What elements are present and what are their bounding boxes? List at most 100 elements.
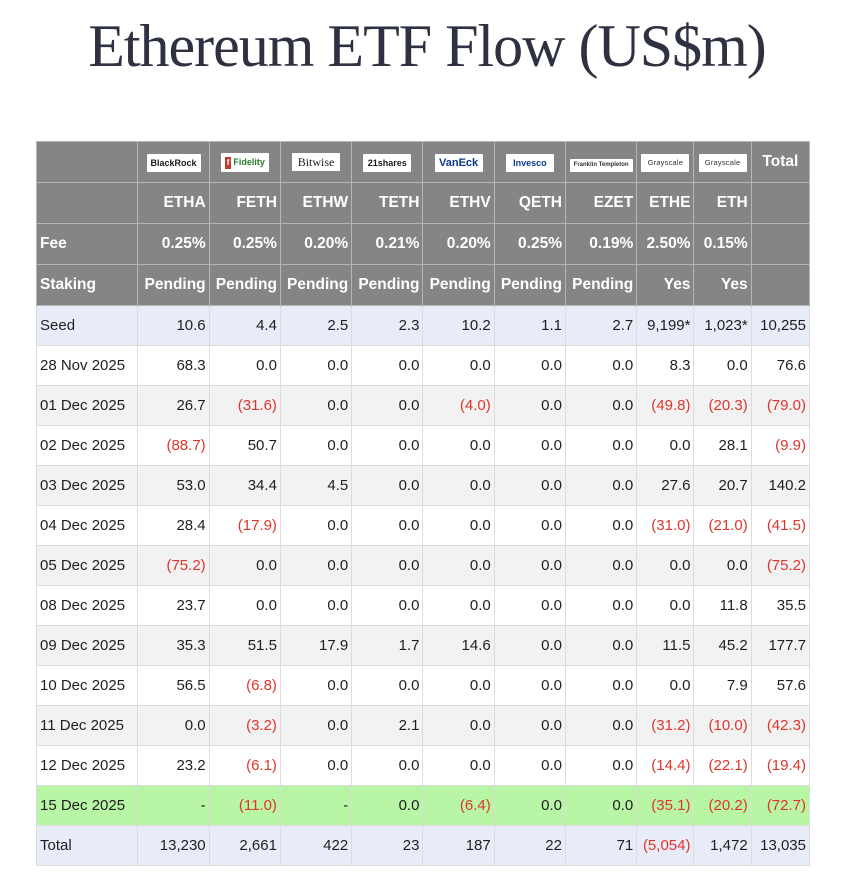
flow-value-cell: (20.2) <box>693 785 752 826</box>
flow-value-cell: (75.2) <box>137 545 210 586</box>
staking-cell: Yes <box>636 264 695 306</box>
row-label: 08 Dec 2025 <box>35 585 139 626</box>
flow-value-cell: 0.0 <box>493 785 566 826</box>
page-title: Ethereum ETF Flow (US$m) <box>88 13 767 79</box>
row-label: 12 Dec 2025 <box>35 745 139 786</box>
flow-value-cell: 0.0 <box>422 505 495 546</box>
flow-value-cell: 10.2 <box>422 305 495 346</box>
flow-value-cell: (31.6) <box>208 385 281 426</box>
flow-value-cell: 0.0 <box>422 345 495 386</box>
flow-row: 15 Dec 2025- (11.0) -0.0 (6.4) 0.0 0.0 (35.1)(… <box>35 785 811 826</box>
grayscale-logo: Grayscale <box>698 154 747 172</box>
row-total-cell: (79.0) <box>750 385 811 426</box>
flow-value-cell: 0.0 <box>564 345 638 386</box>
flow-value-cell: 0.0 <box>351 745 424 786</box>
flow-value-cell: 0.0 <box>493 745 566 786</box>
row-label: 05 Dec 2025 <box>35 545 139 586</box>
row-label: 28 Nov 2025 <box>35 345 139 386</box>
row-label: 15 Dec 2025 <box>35 785 139 826</box>
fee-cell: 0.25% <box>493 223 566 265</box>
row-label: 02 Dec 2025 <box>35 425 139 466</box>
fee-row-label: Fee <box>35 223 139 265</box>
flow-value-cell: 0.0 <box>208 545 281 586</box>
flow-value-cell: (6.8) <box>208 665 281 706</box>
flow-value-cell: 0.0 <box>493 705 566 746</box>
flow-value-cell: 2.5 <box>279 305 353 346</box>
flow-value-cell: 56.5 <box>137 665 210 706</box>
21shares-logo: 21shares <box>363 153 412 172</box>
flow-row: 11 Dec 2025 0.0 (3.2) 0.0 2.1 0.0 0.0 0.0 (31.2)… <box>35 705 811 746</box>
flow-value-cell: 8.3 <box>636 345 695 386</box>
row-label: 09 Dec 2025 <box>35 625 139 666</box>
flow-value-cell: (11.0) <box>208 785 281 826</box>
row-label: 04 Dec 2025 <box>35 505 139 546</box>
flow-value-cell: 53.0 <box>137 465 210 506</box>
flow-row: 03 Dec 2025 53.0 34.4 4.5 0.0 0.0 0.0 0.0 27.6 20… <box>35 465 811 506</box>
flow-value-cell: 0.0 <box>493 505 566 546</box>
flow-value-cell: - <box>137 785 210 826</box>
row-total-cell: (72.7) <box>750 785 811 826</box>
issuer-logo-cell: Franklin Templeton <box>564 141 638 183</box>
row-label: 03 Dec 2025 <box>35 465 139 506</box>
fee-cell: 0.19% <box>564 223 638 265</box>
flow-value-cell: 51.5 <box>208 625 281 666</box>
flow-value-cell: (14.4) <box>636 745 695 786</box>
fee-row: Fee 0.25% 0.25% 0.20% 0.21% 0.20% 0.25% … <box>35 223 811 265</box>
flow-value-cell: (6.1) <box>208 745 281 786</box>
flow-value-cell: 17.9 <box>279 625 353 666</box>
flow-value-cell: 0.0 <box>279 745 353 786</box>
flow-value-cell: 0.0 <box>564 665 638 706</box>
flow-value-cell: 0.0 <box>564 505 638 546</box>
flow-value-cell: 2.3 <box>351 305 424 346</box>
flow-value-cell: - <box>279 785 353 826</box>
row-total-cell: 57.6 <box>750 665 811 706</box>
flow-value-cell: 0.0 <box>493 345 566 386</box>
etf-flow-table: BlackRock f Fidelity Bitwise 21shares Van… <box>35 141 811 866</box>
issuer-logo-cell: Grayscale <box>636 141 695 183</box>
flow-value-cell: 0.0 <box>279 505 353 546</box>
flow-value-cell: 35.3 <box>137 625 210 666</box>
flow-value-cell: 34.4 <box>208 465 281 506</box>
flow-value-cell: 0.0 <box>279 705 353 746</box>
row-total-cell: 10,255 <box>750 305 811 346</box>
flow-value-cell: 0.0 <box>422 665 495 706</box>
flow-value-cell: (31.0) <box>636 505 695 546</box>
flow-value-cell: 2,661 <box>208 825 281 866</box>
flow-value-cell: (6.4) <box>422 785 495 826</box>
issuer-logo-row: BlackRock f Fidelity Bitwise 21shares Van… <box>35 141 811 183</box>
flow-value-cell: 0.0 <box>636 545 695 586</box>
flow-row: 09 Dec 2025 35.3 51.5 17.9 1.7 14.6 0.0 0.0 11.5… <box>35 625 811 666</box>
flow-value-cell: 45.2 <box>693 625 752 666</box>
flow-value-cell: 1,023* <box>693 305 752 346</box>
flow-value-cell: 0.0 <box>493 625 566 666</box>
ticker-row: ETHA FETH ETHW TETH ETHV QETH EZET ETHE … <box>35 182 811 224</box>
ticker-cell: ETHV <box>422 182 495 224</box>
row-total-cell: (9.9) <box>750 425 811 466</box>
row-label: 11 Dec 2025 <box>35 705 139 746</box>
blackrock-logo: BlackRock <box>146 153 201 172</box>
flow-value-cell: 28.1 <box>693 425 752 466</box>
staking-cell: Pending <box>279 264 353 306</box>
flow-value-cell: (49.8) <box>636 385 695 426</box>
ticker-cell: ETHE <box>636 182 695 224</box>
ticker-cell: FETH <box>208 182 281 224</box>
row-total-cell: 35.5 <box>750 585 811 626</box>
flow-value-cell: 13,230 <box>137 825 210 866</box>
flow-value-cell: 0.0 <box>279 345 353 386</box>
row-total-cell: (42.3) <box>750 705 811 746</box>
flow-value-cell: 0.0 <box>351 385 424 426</box>
ticker-cell: ETH <box>693 182 752 224</box>
flow-value-cell: 0.0 <box>422 705 495 746</box>
row-label: Total <box>35 825 139 866</box>
row-total-cell: (41.5) <box>750 505 811 546</box>
flow-row: 05 Dec 2025 (75.2) 0.0 0.0 0.0 0.0 0.0 0.0 0.0 0.… <box>35 545 811 586</box>
flow-value-cell: 0.0 <box>493 545 566 586</box>
flow-value-cell: 26.7 <box>137 385 210 426</box>
flow-row: 10 Dec 2025 56.5 (6.8) 0.0 0.0 0.0 0.0 0.0 0.0 7.… <box>35 665 811 706</box>
grayscale-logo: Grayscale <box>641 154 690 172</box>
issuer-logo-cell: VanEck <box>422 141 495 183</box>
fee-cell: 0.21% <box>351 223 424 265</box>
flow-value-cell: 0.0 <box>422 585 495 626</box>
flow-value-cell: 68.3 <box>137 345 210 386</box>
bitwise-logo: Bitwise <box>292 153 341 171</box>
